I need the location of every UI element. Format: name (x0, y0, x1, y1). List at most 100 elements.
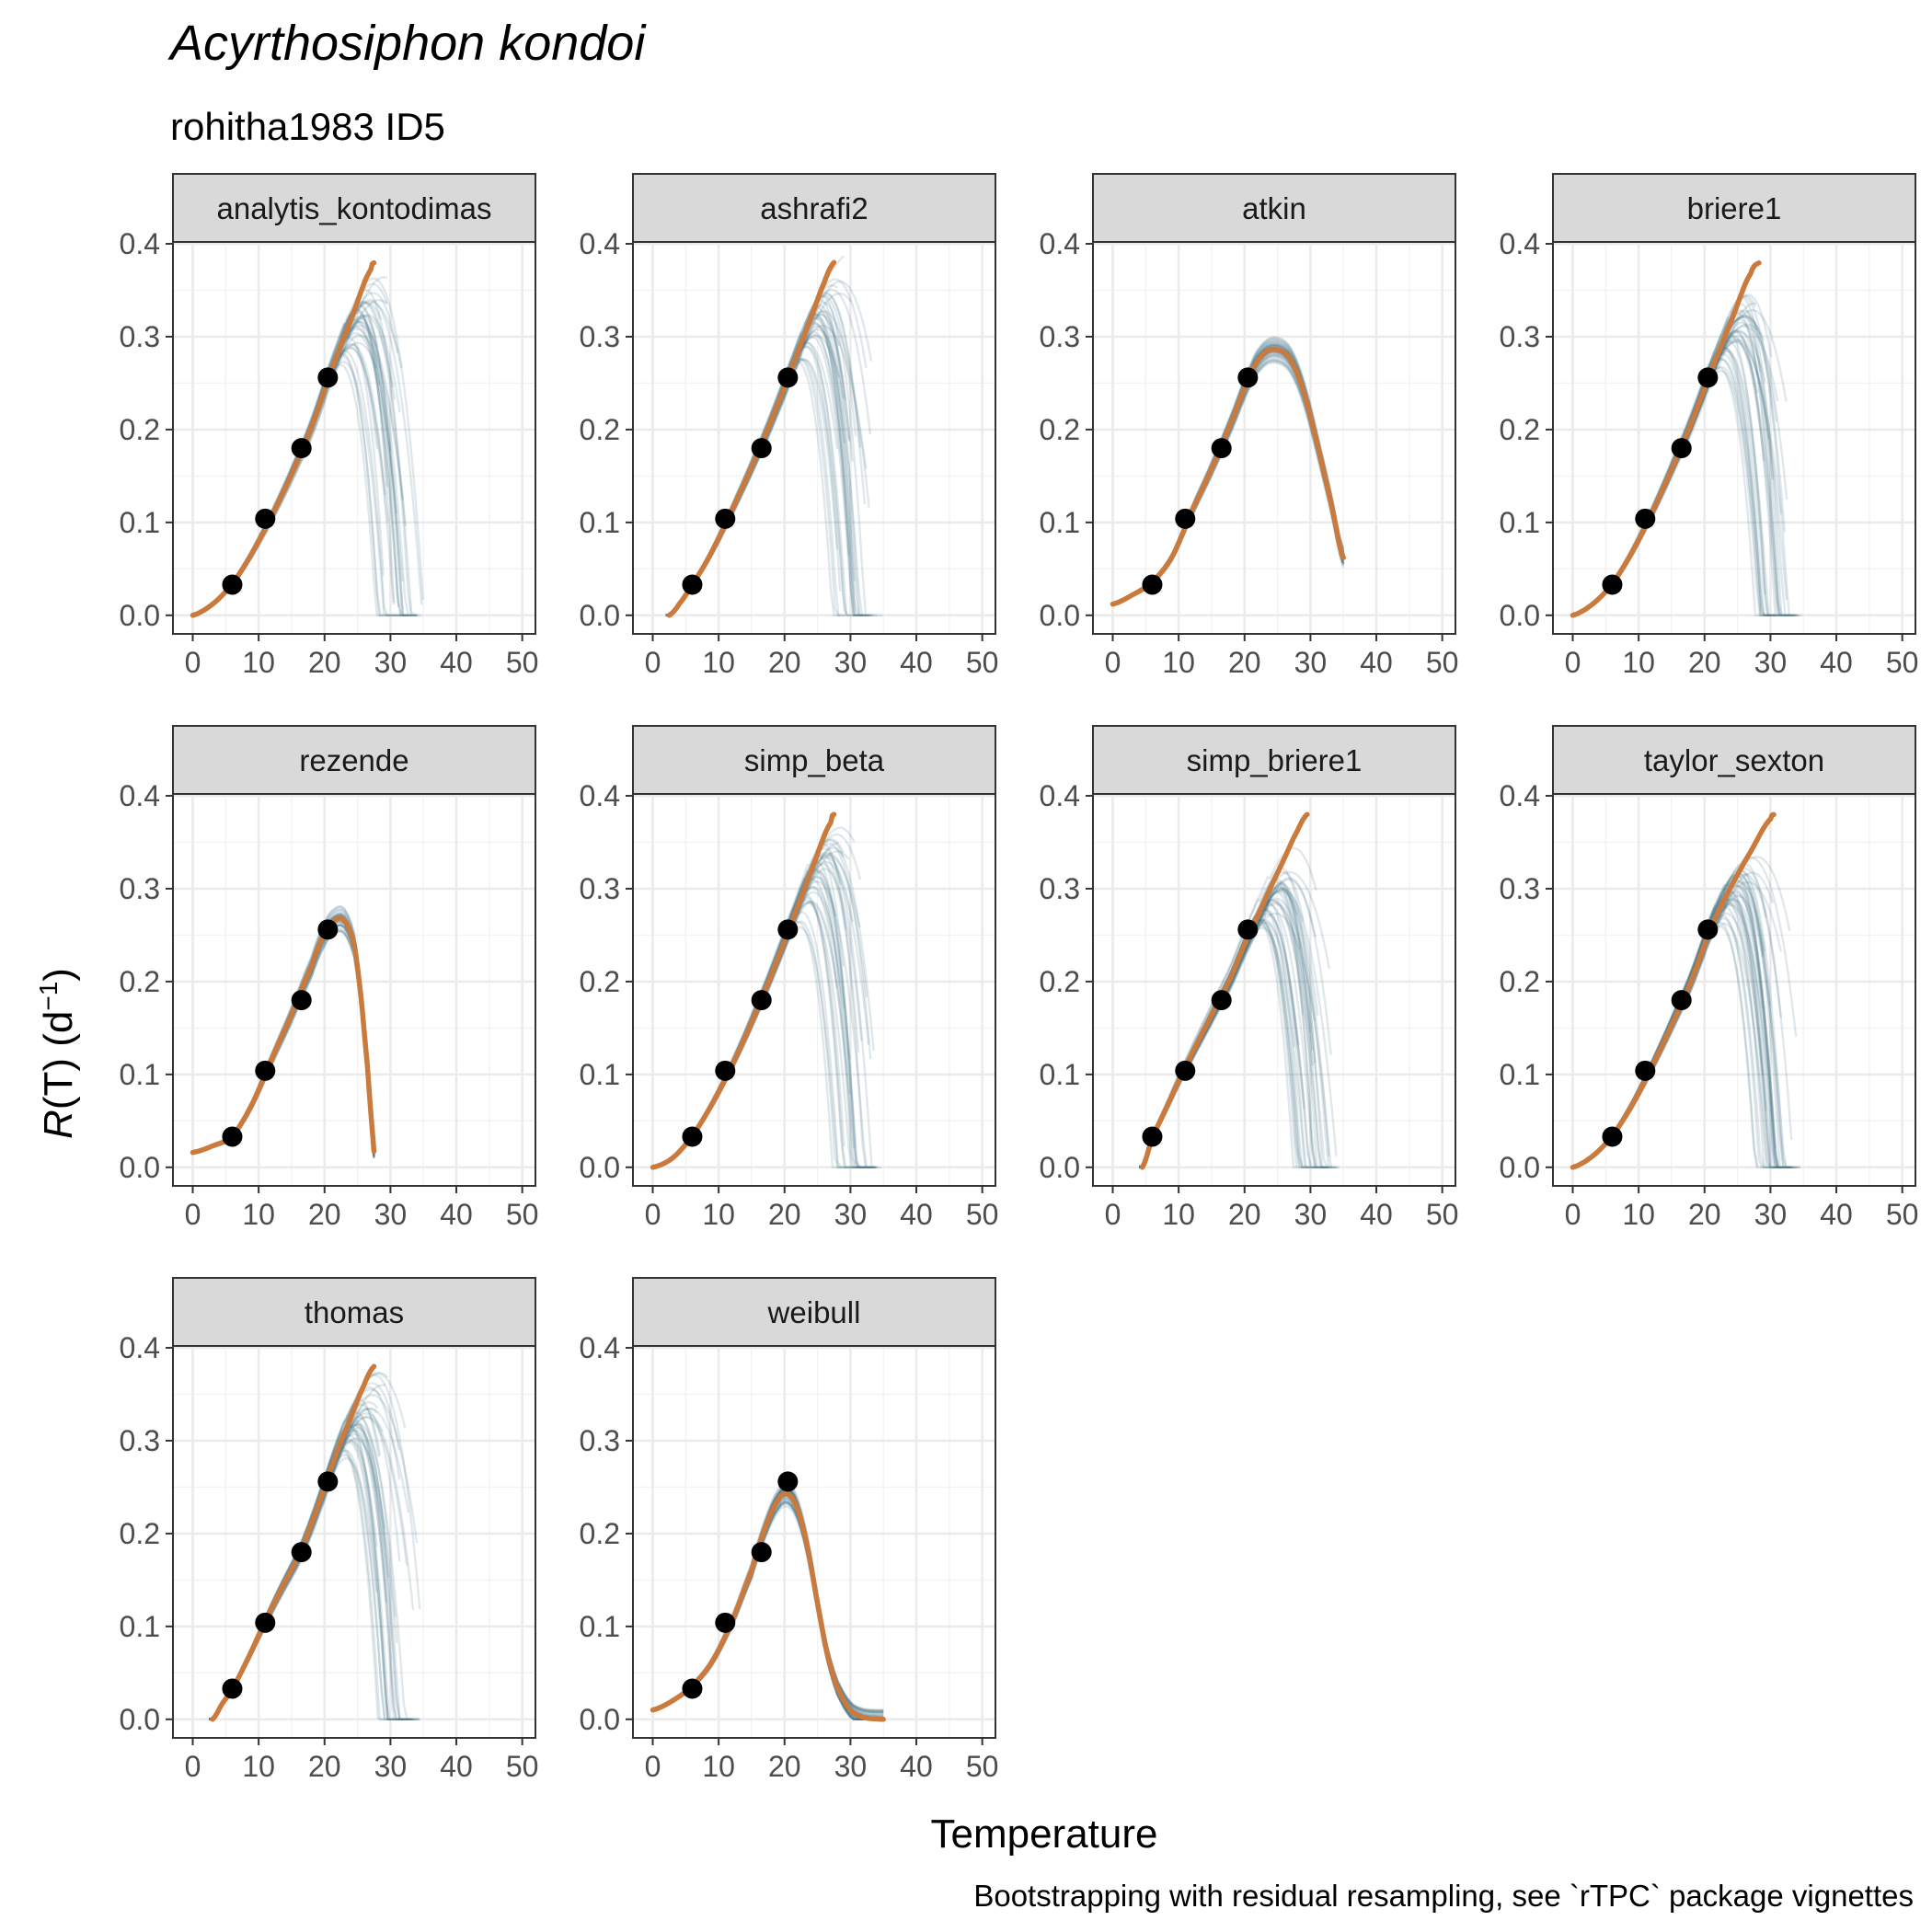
y-tick-label: 0.3 (120, 320, 160, 353)
plot-background (1553, 794, 1915, 1186)
y-tick-label: 0.4 (1040, 779, 1080, 812)
x-tick-label: 50 (966, 646, 999, 679)
y-axis-title-main: (T) (d (36, 1011, 81, 1110)
x-tick-label: 40 (1820, 1198, 1853, 1231)
data-point (715, 1612, 736, 1633)
fitted-curve (210, 1363, 377, 1722)
facet-strip (632, 1277, 996, 1347)
data-point (255, 1060, 276, 1081)
panel-border (1552, 241, 1916, 635)
x-tick-label: 30 (1294, 646, 1328, 679)
panel-weibull: weibull 0 10 20 30 40 50 0.0 0.1 0.2 0.3 0.4 (580, 1277, 998, 1783)
y-tick-label: 0.0 (580, 1151, 620, 1184)
y-tick-label: 0.2 (580, 965, 620, 998)
plot-background (633, 1346, 995, 1738)
data-point (317, 367, 339, 388)
data-point (1175, 1060, 1196, 1081)
x-tick-label: 40 (900, 646, 933, 679)
x-tick-label: 20 (308, 1750, 341, 1783)
plot-background (173, 794, 535, 1186)
panel-border (1092, 241, 1456, 635)
x-tick-label: 50 (1426, 646, 1459, 679)
x-tick-label: 20 (768, 1198, 801, 1231)
data-point (1635, 1060, 1656, 1081)
fitted-curve (190, 259, 377, 618)
panel-border (1092, 793, 1456, 1187)
plot-content (1570, 811, 1801, 1170)
panel-taylor_sexton: taylor_sexton 0 10 20 30 40 50 0.0 0.1 0.2 0.3 0.4 (1500, 725, 1919, 1231)
x-tick-label: 0 (645, 1198, 661, 1231)
y-tick-label: 0.0 (1040, 599, 1080, 632)
x-tick-label: 10 (242, 1750, 275, 1783)
data-point (682, 1126, 703, 1147)
x-tick-label: 50 (1886, 1198, 1919, 1231)
x-tick-label: 40 (1820, 646, 1853, 679)
y-tick-label: 0.1 (580, 1058, 620, 1091)
data-point (715, 508, 736, 529)
plot-content (209, 1363, 421, 1722)
facet-strip (632, 173, 996, 243)
x-tick-label: 50 (966, 1198, 999, 1231)
y-axis-title-italic: R (36, 1110, 81, 1139)
plot-content (1139, 811, 1340, 1170)
y-tick-label: 0.0 (1500, 599, 1540, 632)
data-point (1697, 919, 1719, 940)
panel-ashrafi2: ashrafi2 0 10 20 30 40 50 0.0 0.1 0.2 0.3 0.4 (580, 173, 999, 679)
data-point (1697, 367, 1719, 388)
x-tick-label: 30 (834, 1750, 868, 1783)
facet-label: ashrafi2 (760, 191, 868, 225)
data-point (715, 1060, 736, 1081)
y-axis-title: R(T) (d−1) (34, 968, 81, 1139)
facet-label: atkin (1242, 191, 1306, 225)
y-tick-label: 0.3 (580, 320, 620, 353)
y-tick-label: 0.1 (1500, 506, 1540, 539)
y-tick-label: 0.1 (120, 1610, 160, 1643)
y-tick-label: 0.4 (120, 779, 160, 812)
x-tick-label: 40 (900, 1198, 933, 1231)
data-point (1602, 574, 1623, 595)
y-tick-label: 0.1 (580, 1610, 620, 1643)
y-tick-label: 0.0 (120, 1703, 160, 1736)
data-point (291, 438, 312, 459)
x-tick-label: 0 (185, 1750, 201, 1783)
x-tick-label: 10 (1622, 1198, 1655, 1231)
data-point (1635, 508, 1656, 529)
facet-label: briere1 (1687, 191, 1782, 225)
plot-background (1093, 794, 1455, 1186)
chart-subtitle: rohitha1983 ID5 (170, 105, 445, 148)
data-point (751, 990, 772, 1011)
y-tick-label: 0.3 (1040, 320, 1080, 353)
y-tick-label: 0.0 (580, 599, 620, 632)
facet-strip (172, 173, 536, 243)
x-tick-label: 40 (440, 1750, 473, 1783)
y-axis-title-superscript: −1 (34, 982, 63, 1011)
x-tick-label: 30 (1754, 1198, 1788, 1231)
y-tick-label: 0.2 (120, 413, 160, 446)
data-point (682, 1678, 703, 1699)
x-tick-label: 50 (1426, 1198, 1459, 1231)
x-tick-label: 0 (1105, 646, 1121, 679)
x-tick-label: 20 (308, 646, 341, 679)
plot-background (1093, 242, 1455, 634)
data-point (291, 990, 312, 1011)
data-point (1237, 367, 1259, 388)
plot-content (1110, 336, 1346, 607)
y-tick-label: 0.4 (120, 1331, 160, 1364)
data-point (751, 1542, 772, 1563)
panel-border (632, 793, 996, 1187)
data-point (1602, 1126, 1623, 1147)
x-tick-label: 20 (768, 1750, 801, 1783)
data-point (1211, 438, 1232, 459)
data-point (777, 919, 799, 940)
x-tick-label: 50 (506, 646, 539, 679)
data-point (1211, 990, 1232, 1011)
x-tick-label: 0 (1565, 646, 1581, 679)
y-tick-label: 0.3 (120, 1424, 160, 1457)
x-tick-label: 40 (440, 646, 473, 679)
data-point (1671, 438, 1692, 459)
x-tick-label: 50 (1886, 646, 1919, 679)
facet-label: simp_briere1 (1187, 743, 1363, 777)
data-point (222, 1126, 243, 1147)
panel-atkin: atkin 0 10 20 30 40 50 0.0 0.1 0.2 0.3 0.4 (1040, 173, 1459, 679)
